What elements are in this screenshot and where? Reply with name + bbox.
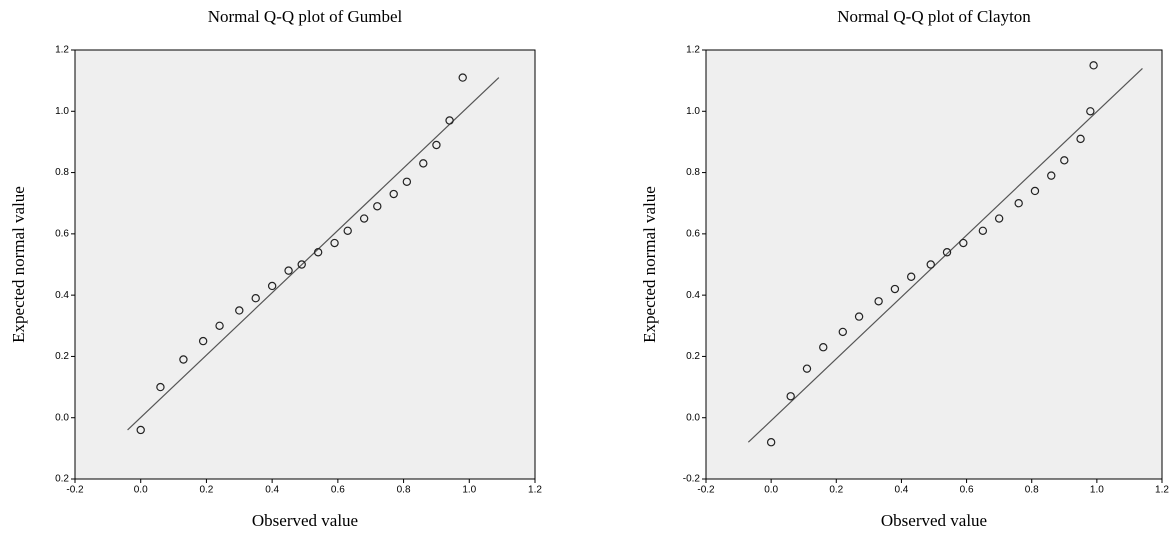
point xyxy=(1047,171,1056,180)
chart-title: Normal Q-Q plot of Clayton xyxy=(837,7,1031,26)
point xyxy=(1060,156,1069,165)
x-tick-label: 0.2 xyxy=(829,485,843,496)
x-tick-label: 0.8 xyxy=(397,485,411,496)
x-tick-label: -0.2 xyxy=(697,485,715,496)
y-tick-label: 0.0 xyxy=(686,412,700,423)
x-tick-label: 0.2 xyxy=(199,485,213,496)
point xyxy=(1086,107,1095,116)
point xyxy=(854,312,864,321)
y-tick-label: 0.2 xyxy=(55,474,69,485)
point xyxy=(838,327,848,337)
point xyxy=(802,364,812,373)
point xyxy=(1014,199,1023,208)
point xyxy=(432,140,441,150)
point xyxy=(458,73,467,82)
point xyxy=(179,355,188,364)
point xyxy=(215,321,224,330)
y-tick-label: 1.0 xyxy=(55,106,69,117)
point xyxy=(136,425,145,435)
y-tick-label: 0.4 xyxy=(55,290,69,301)
point xyxy=(926,260,935,269)
x-axis-label: Observed value xyxy=(881,511,987,530)
point xyxy=(402,177,412,186)
y-axis-label: Expected normal value xyxy=(9,186,28,343)
point xyxy=(445,116,454,125)
point xyxy=(343,226,352,235)
y-tick-label: 0.2 xyxy=(686,351,700,362)
point xyxy=(1089,61,1098,70)
point xyxy=(251,294,260,303)
point xyxy=(419,159,428,168)
point xyxy=(330,238,339,248)
x-tick-label: -0.2 xyxy=(66,485,84,496)
chart-title: Normal Q-Q plot of Gumbel xyxy=(208,7,403,26)
point xyxy=(874,297,883,306)
point xyxy=(373,202,382,211)
point xyxy=(978,226,988,235)
point xyxy=(942,248,952,257)
x-tick-label: 0.4 xyxy=(265,485,279,496)
y-tick-label: 0.6 xyxy=(686,228,700,239)
point xyxy=(994,214,1004,223)
point xyxy=(1030,186,1040,196)
x-tick-label: 0.6 xyxy=(960,485,974,496)
point xyxy=(359,214,369,223)
point xyxy=(267,281,277,291)
y-tick-label: 1.0 xyxy=(686,106,700,117)
point xyxy=(156,382,165,392)
x-tick-label: 1.2 xyxy=(528,485,542,496)
y-tick-label: 0.8 xyxy=(55,167,69,178)
x-tick-label: 1.0 xyxy=(1090,485,1104,496)
x-tick-label: 1.2 xyxy=(1155,485,1169,496)
y-tick-label: 1.2 xyxy=(55,45,69,56)
point xyxy=(297,260,306,269)
point xyxy=(890,284,900,294)
point xyxy=(389,189,398,199)
y-tick-label: -0.2 xyxy=(683,474,701,485)
y-tick-label: 1.2 xyxy=(686,45,700,56)
y-tick-label: 0.8 xyxy=(686,167,700,178)
x-tick-label: 0.4 xyxy=(894,485,908,496)
y-tick-label: 0.2 xyxy=(55,351,69,362)
x-axis-label: Observed value xyxy=(252,511,358,530)
point xyxy=(1076,134,1085,144)
point xyxy=(786,392,795,401)
point xyxy=(198,336,208,346)
point xyxy=(313,248,323,257)
x-tick-label: 0.6 xyxy=(331,485,345,496)
x-tick-label: 0.0 xyxy=(134,485,148,496)
reference-line xyxy=(127,77,500,431)
x-tick-label: 1.0 xyxy=(462,485,476,496)
point xyxy=(907,272,916,281)
point xyxy=(766,438,776,447)
x-tick-label: 0.8 xyxy=(1025,485,1039,496)
y-tick-label: 0.0 xyxy=(55,412,69,423)
y-axis-label: Expected normal value xyxy=(640,186,659,343)
point xyxy=(284,266,293,275)
y-tick-label: 0.4 xyxy=(686,290,700,301)
x-tick-label: 0.0 xyxy=(764,485,778,496)
point xyxy=(959,238,968,248)
point xyxy=(819,343,828,352)
point xyxy=(235,306,244,315)
y-tick-label: 0.6 xyxy=(55,228,69,239)
